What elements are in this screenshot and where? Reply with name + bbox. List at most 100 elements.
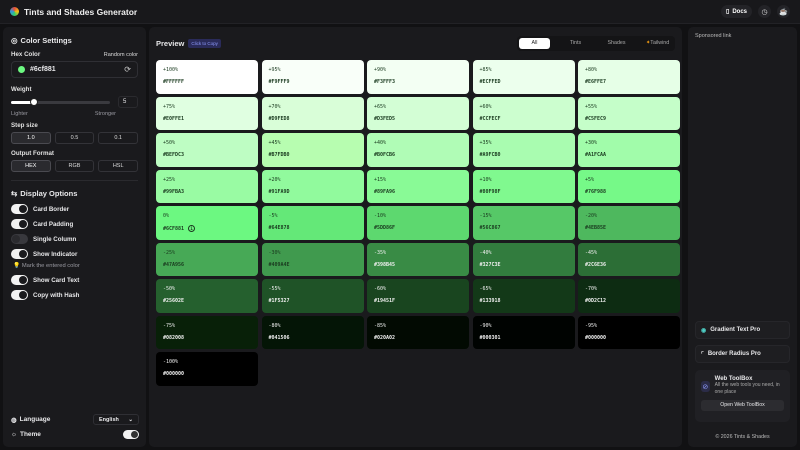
toggle-copy-with-hash[interactable]: Copy with Hash	[11, 290, 138, 300]
color-card[interactable]: 0% #6CF881 i	[156, 206, 258, 240]
step-0-5[interactable]: 0.5	[54, 132, 95, 144]
color-card[interactable]: +55% #C5FEC9	[578, 96, 680, 130]
color-card[interactable]: +100% #FFFFFF	[156, 60, 258, 94]
color-card[interactable]: +20% #91FA9D	[261, 169, 364, 203]
color-card[interactable]: +10% #80F98F	[472, 169, 575, 203]
color-card[interactable]: +90% #F3FFF3	[367, 60, 469, 94]
color-card[interactable]: +50% #BEFDC3	[156, 133, 258, 167]
weight-input[interactable]: 5	[118, 96, 138, 108]
hex-value[interactable]: #6cf881	[30, 66, 56, 73]
card-hex: #B0FCB6	[374, 152, 396, 158]
card-percent: -50%	[163, 286, 176, 292]
language-select[interactable]: English ⌄	[93, 414, 139, 425]
color-card[interactable]: -5% #64E878	[261, 206, 364, 240]
gradient-icon: ◉	[701, 327, 707, 334]
docs-button[interactable]: ▯ Docs	[721, 5, 752, 18]
toggle-show-card-text[interactable]: Show Card Text	[11, 275, 138, 285]
output-format-label: Output Format	[11, 150, 54, 157]
card-hex: #D9FED8	[268, 115, 290, 122]
coffee-button[interactable]: ☕	[777, 5, 790, 18]
sun-icon: ☼	[11, 431, 17, 438]
color-card[interactable]: +5% #76F988	[578, 169, 680, 203]
card-hex: #041506	[268, 334, 290, 341]
step-0-1[interactable]: 0.1	[98, 132, 139, 144]
card-percent: +20%	[268, 176, 281, 183]
color-card[interactable]: -20% #4EB85E	[578, 206, 680, 240]
slider-handle[interactable]	[29, 97, 38, 106]
color-card[interactable]: -90% #000301	[472, 315, 575, 349]
theme-toggle[interactable]	[123, 430, 139, 439]
color-settings-title: ◎ Color Settings	[11, 36, 72, 45]
color-card[interactable]: +75% #E0FFE1	[156, 96, 258, 130]
color-card[interactable]: -100% #000000	[156, 352, 258, 386]
card-hex: #409A4E	[268, 261, 290, 268]
color-card[interactable]: +40% #B0FCB6	[367, 133, 469, 167]
step-1-0[interactable]: 1.0	[11, 132, 51, 144]
copyright: © 2026 Tints & Shades	[715, 434, 770, 440]
color-card[interactable]: +15% #89FA96	[367, 169, 469, 203]
toggle-card-border[interactable]: Card Border	[11, 204, 138, 214]
color-card[interactable]: +80% #E6FFE7	[578, 60, 680, 94]
card-hex: #E6FFE7	[585, 79, 607, 85]
color-card[interactable]: +35% #A9FCB0	[472, 133, 575, 167]
weight-slider[interactable]	[11, 97, 110, 106]
card-hex: #2C6E36	[585, 261, 607, 268]
tab-tints[interactable]: Tints	[569, 40, 582, 46]
card-percent: +35%	[479, 140, 492, 146]
indicator-hint: 💡 Mark the entered color	[13, 263, 80, 269]
card-percent: +55%	[585, 103, 598, 110]
toggle-show-indicator[interactable]: Show Indicator	[11, 249, 138, 259]
color-card[interactable]: -25% #47A956	[156, 242, 258, 276]
color-swatch[interactable]	[18, 66, 25, 73]
color-card[interactable]: -40% #327C3E	[472, 242, 575, 276]
color-card[interactable]: -50% #25602E	[156, 279, 258, 313]
gradient-text-pro-link[interactable]: ◉ Gradient Text Pro	[695, 321, 790, 339]
color-card[interactable]: -10% #5DD86F	[367, 206, 469, 240]
card-percent: +40%	[374, 140, 387, 146]
color-card[interactable]: -85% #020A02	[367, 315, 469, 349]
color-card[interactable]: +95% #F9FFF9	[261, 60, 364, 94]
color-card[interactable]: +65% #D3FED5	[367, 96, 469, 130]
format-rgb[interactable]: RGB	[54, 160, 95, 172]
language-row: ◍ Language English ⌄	[11, 414, 139, 425]
tab-all[interactable]: All	[519, 37, 550, 49]
color-card[interactable]: -75% #082008	[156, 315, 258, 349]
border-radius-pro-link[interactable]: ⌜ Border Radius Pro	[695, 345, 790, 363]
toggle-single-column[interactable]: Single Column	[11, 234, 138, 244]
card-percent: -75%	[163, 322, 176, 329]
color-card[interactable]: -30% #409A4E	[261, 242, 364, 276]
tab-tailwind[interactable]: ✦ Tailwind	[645, 40, 670, 46]
toggle-card-padding[interactable]: Card Padding	[11, 219, 138, 229]
card-percent: +70%	[268, 103, 281, 110]
card-percent: +95%	[268, 67, 281, 73]
card-percent: -20%	[585, 213, 598, 219]
history-button[interactable]: ◷	[758, 5, 771, 18]
card-hex: #56C867	[479, 225, 501, 231]
color-card[interactable]: -80% #041506	[261, 315, 364, 349]
color-card[interactable]: +60% #CCFECF	[472, 96, 575, 130]
tab-shades[interactable]: Shades	[607, 40, 626, 46]
color-card[interactable]: -45% #2C6E36	[578, 242, 680, 276]
format-hsl[interactable]: HSL	[98, 160, 139, 172]
color-card[interactable]: +85% #ECFFED	[472, 60, 575, 94]
color-card[interactable]: -55% #1F5327	[261, 279, 364, 313]
open-web-toolbox-button[interactable]: Open Web ToolBox	[701, 399, 784, 411]
color-card[interactable]: -65% #133918	[472, 279, 575, 313]
refresh-icon[interactable]: ⟳	[124, 65, 131, 74]
color-card[interactable]: -70% #0D2C12	[578, 279, 680, 313]
color-card[interactable]: -95% #000000	[578, 315, 680, 349]
color-card[interactable]: +25% #99FBA3	[156, 169, 258, 203]
color-card[interactable]: -60% #19451F	[367, 279, 469, 313]
color-card[interactable]: +30% #A1FCAA	[578, 133, 680, 167]
format-hex[interactable]: HEX	[11, 160, 51, 172]
color-card[interactable]: -15% #56C867	[472, 206, 575, 240]
hex-input[interactable]: #6cf881 ⟳	[11, 61, 138, 78]
hex-label: Hex Color	[11, 51, 41, 58]
color-card[interactable]: -35% #398B45	[367, 242, 469, 276]
color-card[interactable]: +70% #D9FED8	[261, 96, 364, 130]
corner-icon: ⌜	[701, 351, 704, 358]
card-hex: #FFFFFF	[163, 79, 185, 85]
card-percent: -90%	[479, 322, 492, 329]
random-color-label[interactable]: Random color	[103, 52, 138, 58]
color-card[interactable]: +45% #B7FDB0	[261, 133, 364, 167]
